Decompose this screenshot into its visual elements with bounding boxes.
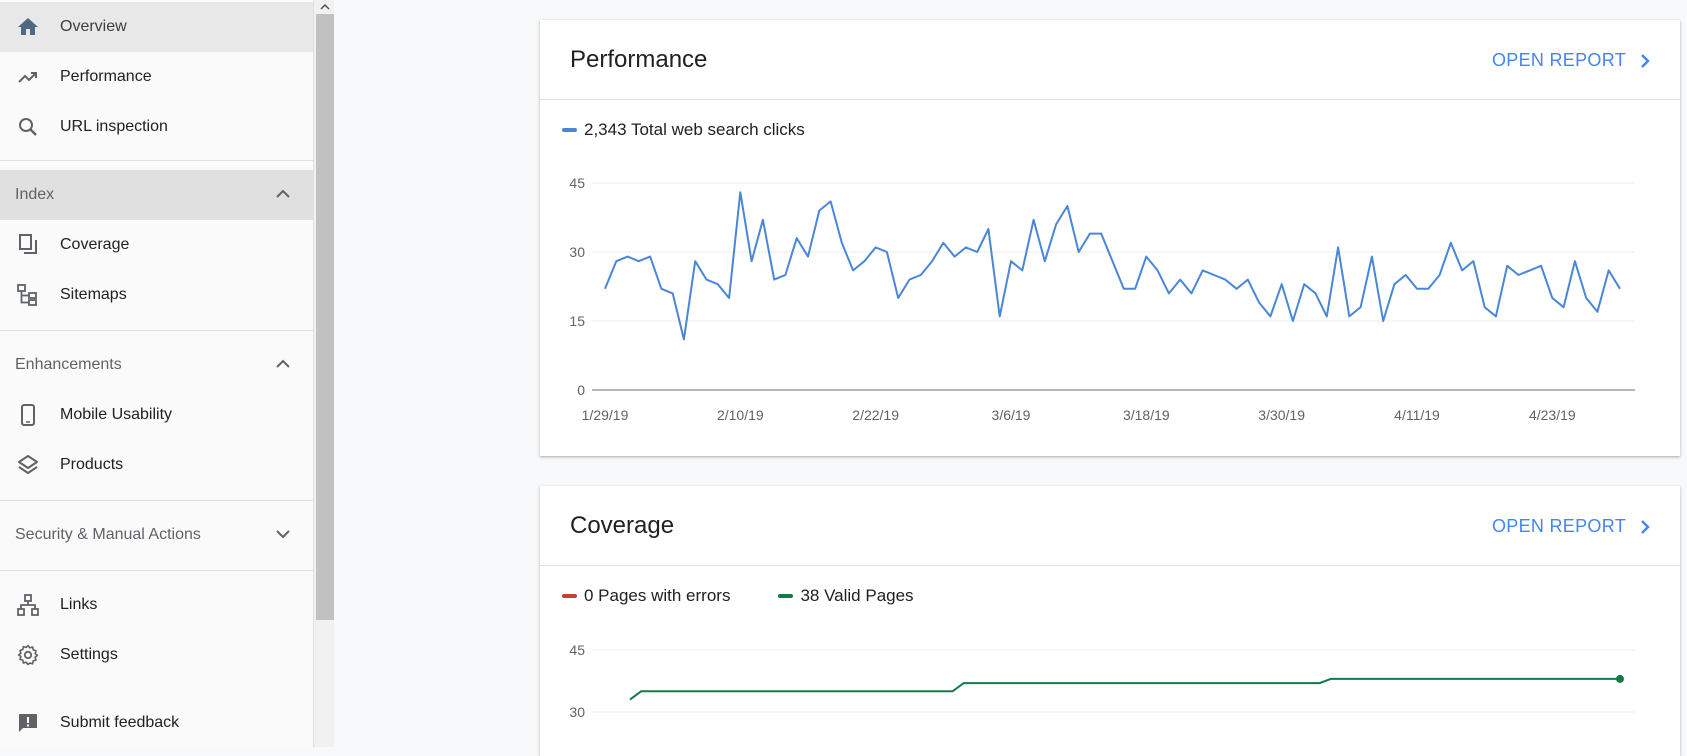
x-tick-label: 2/22/19 [852, 407, 899, 423]
y-tick-label: 30 [569, 704, 585, 720]
open-report-label: OPEN REPORT [1492, 50, 1626, 70]
nav-sitemaps[interactable]: Sitemaps [0, 270, 313, 320]
smartphone-icon [16, 403, 40, 427]
coverage-card-header: Coverage OPEN REPORT [540, 486, 1680, 566]
chevron-up-icon [275, 186, 291, 204]
x-tick-label: 2/10/19 [717, 407, 764, 423]
coverage-card-title: Coverage [570, 512, 675, 539]
sidebar: Overview Performance URL inspection Inde… [0, 0, 314, 747]
legend-valid-label: 38 Valid Pages [800, 586, 914, 605]
y-tick-label: 15 [569, 313, 585, 329]
chevron-up-icon [275, 356, 291, 374]
nav-coverage[interactable]: Coverage [0, 220, 313, 270]
search-icon [16, 115, 40, 139]
nav-performance[interactable]: Performance [0, 52, 313, 102]
x-tick-label: 4/23/19 [1529, 407, 1576, 423]
x-tick-label: 3/30/19 [1258, 407, 1305, 423]
home-icon [16, 15, 40, 39]
section-enhancements-label: Enhancements [15, 356, 122, 373]
nav-sitemaps-label: Sitemaps [60, 286, 127, 303]
coverage-legend: 0 Pages with errors 38 Valid Pages [562, 586, 962, 606]
links-tree-icon [16, 593, 40, 617]
chevron-down-icon [275, 526, 291, 544]
y-tick-label: 45 [569, 642, 585, 658]
y-tick-label: 30 [569, 244, 585, 260]
y-tick-label: 0 [577, 382, 585, 398]
section-index-label: Index [15, 186, 55, 203]
sidebar-scrollbar-thumb[interactable] [316, 14, 334, 620]
x-tick-label: 3/6/19 [992, 407, 1031, 423]
gear-icon [16, 643, 40, 667]
section-security-label: Security & Manual Actions [15, 526, 201, 543]
chevron-right-icon [1641, 53, 1650, 68]
chevron-right-icon [1641, 519, 1650, 534]
x-tick-label: 3/18/19 [1123, 407, 1170, 423]
sidebar-divider [0, 160, 313, 161]
sidebar-divider [0, 330, 313, 331]
layers-icon [16, 453, 40, 477]
valid-pages-series-line [629, 677, 1620, 701]
section-enhancements[interactable]: Enhancements [0, 340, 313, 390]
performance-card-header: Performance OPEN REPORT [540, 20, 1680, 100]
nav-url-inspection-label: URL inspection [60, 118, 168, 135]
nav-submit-feedback-label: Submit feedback [60, 714, 180, 731]
open-report-label: OPEN REPORT [1492, 516, 1626, 536]
valid-pages-last-point [1616, 674, 1624, 683]
clicks-series-line [604, 191, 1621, 341]
sidebar-divider [0, 570, 313, 571]
section-index[interactable]: Index [0, 170, 313, 220]
legend-clicks[interactable]: 2,343 Total web search clicks [562, 120, 805, 140]
nav-coverage-label: Coverage [60, 236, 130, 253]
legend-swatch-clicks [562, 128, 577, 132]
coverage-card: Coverage OPEN REPORT 0 Pages with errors… [540, 486, 1680, 756]
legend-valid[interactable]: 38 Valid Pages [778, 586, 914, 606]
y-tick-label: 45 [569, 175, 585, 191]
coverage-open-report-button[interactable]: OPEN REPORT [1492, 516, 1650, 537]
performance-chart: 0 15 30 45 1/29/19 2/10/19 2/22/19 3/6/19 3/18/1… [569, 175, 1635, 423]
copy-pages-icon [16, 233, 40, 257]
nav-settings[interactable]: Settings [0, 630, 313, 680]
performance-card-title: Performance [570, 46, 708, 73]
performance-legend: 2,343 Total web search clicks [562, 120, 853, 140]
sitemap-icon [16, 283, 40, 307]
legend-errors-label: 0 Pages with errors [584, 586, 731, 605]
nav-links[interactable]: Links [0, 580, 313, 630]
legend-clicks-label: 2,343 Total web search clicks [584, 120, 805, 139]
performance-card: Performance OPEN REPORT 2,343 Total web … [540, 20, 1680, 456]
nav-submit-feedback[interactable]: Submit feedback [0, 698, 313, 747]
nav-mobile-usability[interactable]: Mobile Usability [0, 390, 313, 440]
section-security[interactable]: Security & Manual Actions [0, 510, 313, 560]
coverage-chart: 30 45 [569, 642, 1635, 720]
nav-performance-label: Performance [60, 68, 152, 85]
legend-swatch-errors [562, 594, 577, 598]
scroll-up-arrow-icon[interactable] [316, 0, 334, 13]
nav-products[interactable]: Products [0, 440, 313, 490]
nav-overview-label: Overview [60, 18, 127, 35]
nav-products-label: Products [60, 456, 124, 473]
sidebar-divider [0, 500, 313, 501]
nav-mobile-usability-label: Mobile Usability [60, 406, 173, 423]
x-tick-label: 4/11/19 [1394, 407, 1440, 423]
legend-swatch-valid [778, 594, 794, 598]
trending-up-icon [16, 65, 40, 89]
legend-errors[interactable]: 0 Pages with errors [562, 586, 730, 606]
x-tick-label: 1/29/19 [582, 407, 629, 423]
performance-open-report-button[interactable]: OPEN REPORT [1492, 50, 1650, 71]
nav-url-inspection[interactable]: URL inspection [0, 102, 313, 152]
nav-links-label: Links [60, 596, 98, 613]
feedback-icon [16, 711, 40, 735]
nav-overview[interactable]: Overview [0, 2, 313, 52]
nav-settings-label: Settings [60, 646, 118, 663]
